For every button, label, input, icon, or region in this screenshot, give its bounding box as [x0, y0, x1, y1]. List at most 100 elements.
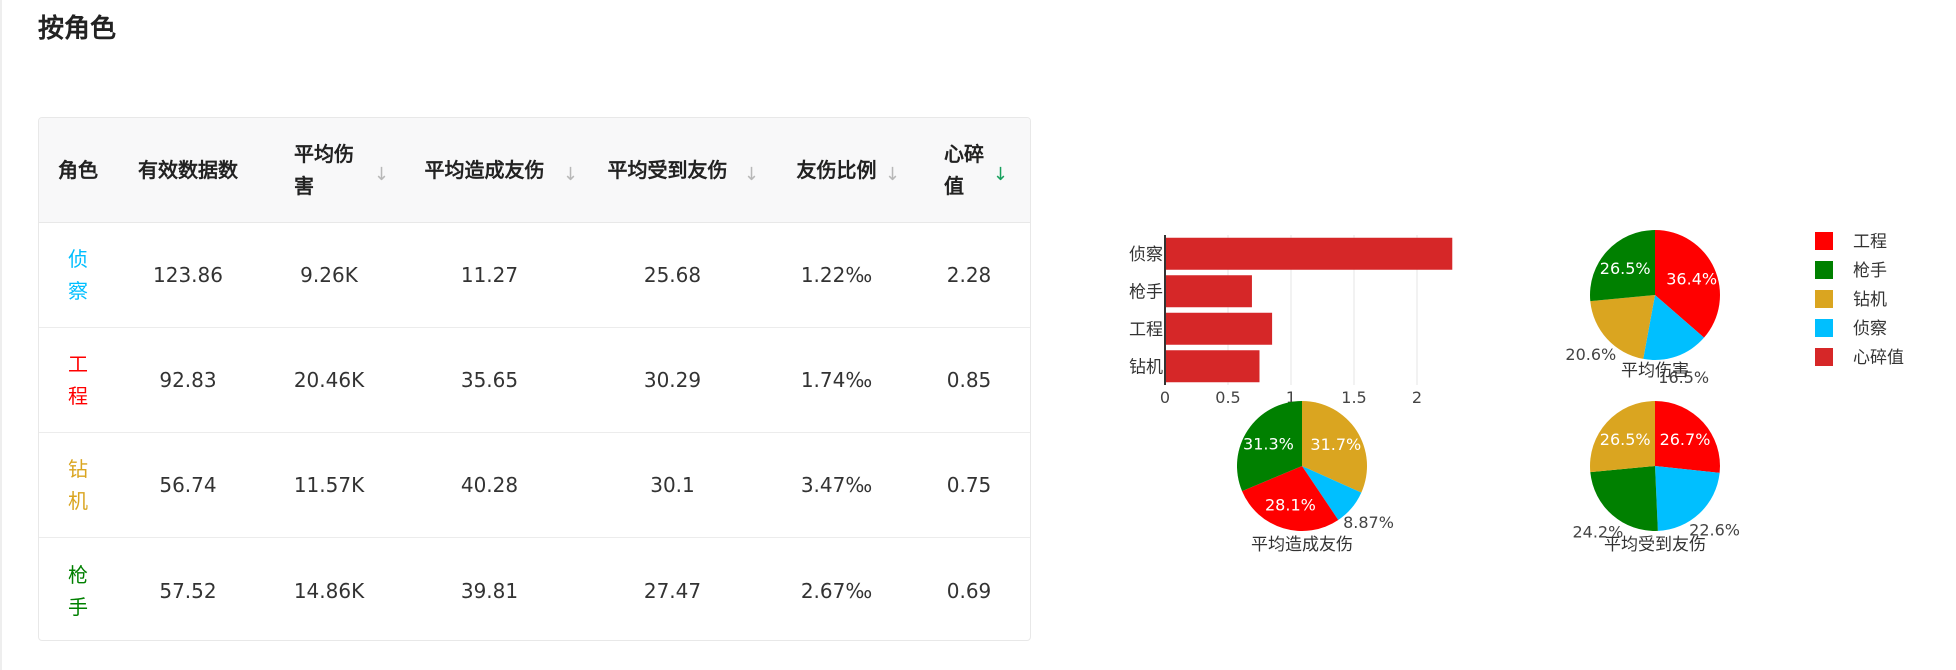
pie-title: 平均伤害	[1621, 361, 1689, 381]
pie-slice	[1590, 466, 1658, 531]
pie-title: 平均受到友伤	[1604, 535, 1706, 555]
legend-label: 心碎值	[1853, 348, 1904, 368]
x-tick-label: 1	[1286, 388, 1296, 407]
column-header-valid-count: 有效数据数	[117, 118, 259, 222]
avg-ff-received-pie-chart: 26.7% 22.6% 24.2% 26.5% 平均受到友伤	[1572, 401, 1740, 555]
role-name: 枪手	[68, 562, 88, 619]
column-header-label: 平均受到友伤	[607, 158, 728, 182]
pie-title: 平均造成友伤	[1251, 535, 1353, 555]
pie-slice-label: 26.5%	[1600, 430, 1651, 449]
column-header-avg-ff-dealt[interactable]: 平均造成友伤 ↓	[399, 118, 580, 222]
avg-ff-received-cell: 25.68	[643, 263, 702, 287]
valid-count-cell: 57.52	[159, 578, 217, 603]
left-border	[0, 0, 2, 670]
x-tick-label: 0.5	[1215, 388, 1240, 407]
valid-count-cell: 56.74	[159, 473, 217, 497]
column-header-label: 有效数据数	[138, 158, 238, 182]
bar	[1165, 237, 1453, 270]
legend-swatch	[1815, 348, 1833, 366]
column-header-role: 角色	[39, 118, 117, 222]
pie-slice-label: 22.6%	[1689, 520, 1740, 539]
column-header-label: 角色	[58, 158, 98, 182]
pie-slice	[1237, 401, 1302, 492]
bar	[1165, 275, 1252, 308]
legend-swatch	[1815, 290, 1833, 308]
role-stats-table: 角色 有效数据数 平均伤害 ↓ 平均造成友伤 ↓ 平均受到友伤 ↓ 友伤比例 ↓…	[38, 117, 1031, 641]
column-header-label: 平均伤害	[294, 142, 354, 198]
heartbreak-cell: 0.69	[946, 578, 992, 603]
legend-swatch	[1815, 319, 1833, 337]
pie-slice	[1302, 466, 1362, 520]
avg-ff-received-cell: 27.47	[643, 578, 702, 603]
avg-ff-received-cell: 30.1	[650, 473, 695, 497]
pie-slice	[1643, 295, 1705, 360]
y-tick-label: 侦察	[1129, 245, 1163, 265]
table-row: 钻机 56.74 11.57K 40.28 30.1 3.47‰ 0.75	[39, 433, 1030, 538]
avg-ff-dealt-cell: 11.27	[460, 263, 519, 287]
x-tick-label: 0	[1160, 388, 1170, 407]
column-header-heartbreak[interactable]: 心碎值 ↓	[908, 118, 1030, 222]
x-tick-label: 2	[1412, 388, 1422, 407]
avg-damage-cell: 9.26K	[300, 263, 358, 287]
heartbreak-cell: 0.85	[946, 368, 992, 392]
y-tick-label: 钻机	[1129, 357, 1163, 377]
legend-label: 枪手	[1853, 261, 1887, 281]
pie-slice	[1242, 466, 1339, 531]
role-cell: 枪手	[39, 559, 117, 623]
avg-damage-cell: 11.57K	[293, 473, 365, 497]
avg-damage-cell: 14.86K	[293, 578, 365, 603]
legend-label: 工程	[1853, 232, 1887, 252]
role-name: 钻机	[68, 457, 88, 513]
sort-arrow-down-icon[interactable]: ↓	[992, 164, 1008, 185]
column-header-avg-damage[interactable]: 平均伤害 ↓	[259, 118, 399, 222]
column-header-avg-ff-received[interactable]: 平均受到友伤 ↓	[580, 118, 765, 222]
column-header-label: 平均造成友伤	[424, 158, 545, 182]
column-header-label: 友伤比例	[796, 158, 877, 182]
y-tick-label: 枪手	[1129, 282, 1163, 302]
role-cell: 侦察	[39, 243, 117, 307]
column-header-label: 心碎值	[944, 142, 984, 198]
avg-ff-dealt-cell: 39.81	[460, 578, 519, 603]
y-tick-label: 工程	[1129, 320, 1163, 340]
heartbreak-cell: 0.75	[946, 473, 992, 497]
table-row: 侦察 123.86 9.26K 11.27 25.68 1.22‰ 2.28	[39, 223, 1030, 328]
ff-ratio-cell: 2.67‰	[800, 578, 873, 603]
legend-label: 钻机	[1853, 290, 1887, 310]
sort-arrow-down-icon[interactable]: ↓	[373, 164, 389, 185]
table-row: 枪手 57.52 14.86K 39.81 27.47 2.67‰ 0.69	[39, 538, 1030, 640]
pie-slice-label: 20.6%	[1565, 345, 1616, 364]
sort-arrow-down-icon[interactable]: ↓	[743, 164, 759, 185]
pie-slice	[1655, 401, 1720, 473]
pie-slice	[1655, 230, 1721, 338]
pie-slice-label: 26.7%	[1660, 430, 1711, 449]
pie-slice-label: 28.1%	[1265, 496, 1316, 515]
avg-damage-cell: 20.46K	[293, 368, 365, 392]
valid-count-cell: 92.83	[159, 368, 217, 392]
role-name: 工程	[68, 352, 88, 408]
sort-arrow-down-icon[interactable]: ↓	[562, 164, 578, 185]
table-row: 工程 92.83 20.46K 35.65 30.29 1.74‰ 0.85	[39, 328, 1030, 433]
avg-ff-received-cell: 30.29	[643, 368, 702, 392]
pie-slice-label: 26.5%	[1600, 259, 1651, 278]
page-title: 按角色	[38, 14, 117, 44]
role-name: 侦察	[68, 247, 88, 303]
avg-ff-dealt-cell: 35.65	[460, 368, 519, 392]
heartbreak-cell: 2.28	[946, 263, 992, 287]
ff-ratio-cell: 3.47‰	[800, 473, 873, 497]
pie-slice	[1655, 466, 1720, 531]
pie-slice	[1590, 295, 1655, 359]
pie-slice-label: 31.3%	[1243, 435, 1294, 454]
pie-slice-label: 16.5%	[1658, 368, 1709, 387]
ff-ratio-cell: 1.22‰	[800, 263, 873, 287]
bar	[1165, 312, 1273, 345]
pie-slice	[1590, 401, 1655, 473]
role-cell: 钻机	[39, 453, 117, 517]
column-header-ff-ratio[interactable]: 友伤比例 ↓	[765, 118, 908, 222]
table-header-row: 角色 有效数据数 平均伤害 ↓ 平均造成友伤 ↓ 平均受到友伤 ↓ 友伤比例 ↓…	[39, 118, 1030, 223]
pie-slice	[1302, 401, 1367, 493]
legend-label: 侦察	[1853, 319, 1887, 339]
sort-arrow-down-icon[interactable]: ↓	[884, 164, 900, 185]
avg-ff-dealt-pie-chart: 31.7% 8.87% 28.1% 31.3% 平均造成友伤	[1237, 401, 1394, 555]
